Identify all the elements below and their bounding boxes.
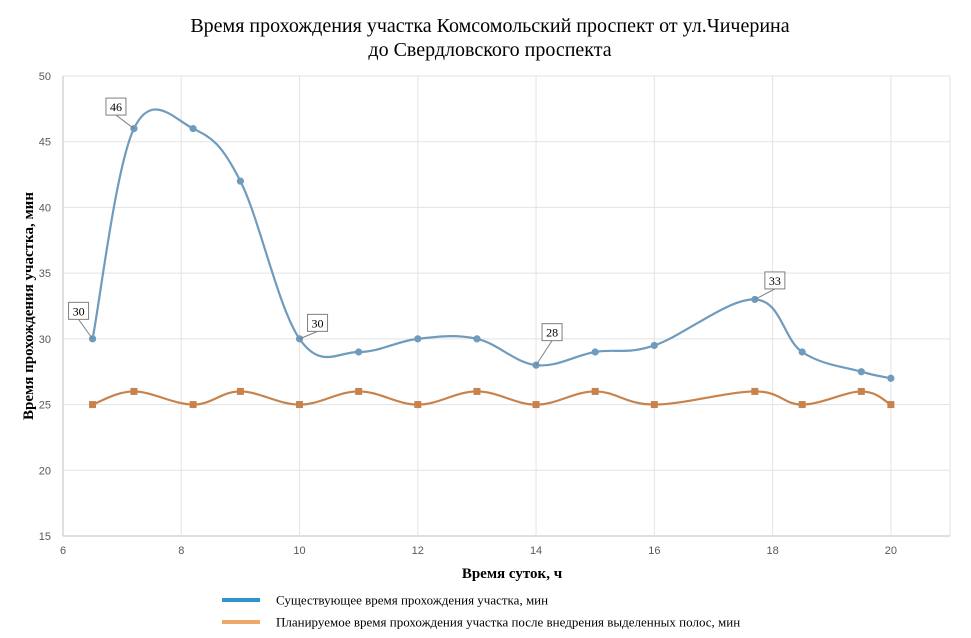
data-point-series-1 [650, 341, 658, 350]
data-point-series-2 [89, 401, 97, 409]
callout-box [764, 271, 786, 290]
data-point-series-2 [296, 401, 304, 409]
data-point-series-2 [189, 401, 197, 409]
callout-leader [115, 114, 135, 129]
callout-leader [78, 319, 93, 340]
data-point-series-1 [189, 124, 197, 133]
data-label: 46 [110, 100, 122, 114]
y-tick-label: 20 [39, 465, 51, 477]
y-axis-label: Время прохождения участка, мин [21, 192, 37, 420]
x-tick-label: 14 [530, 545, 542, 557]
grid [62, 75, 951, 537]
data-point-series-1 [798, 348, 806, 356]
data-point-series-2 [473, 387, 481, 395]
legend-label-1: Существующее время прохождения участка, … [276, 593, 548, 608]
callout-box [105, 97, 127, 116]
data-point-series-2 [650, 401, 658, 409]
y-tick-label: 50 [39, 71, 51, 83]
data-point-series-1 [473, 335, 481, 343]
x-tick-label: 20 [885, 545, 897, 557]
data-label: 30 [312, 316, 324, 330]
callout-box [541, 323, 563, 342]
data-point-series-2 [532, 401, 540, 409]
y-tick-label: 45 [39, 137, 51, 149]
data-point-series-2 [798, 401, 806, 409]
x-tick-label: 6 [60, 545, 66, 557]
callout-leader [535, 340, 553, 366]
data-point-series-1 [887, 374, 895, 382]
legend: Существующее время прохождения участка, … [222, 593, 740, 630]
callout-box [307, 313, 329, 332]
axes: 15 20 25 30 35 40 45 50 6 8 10 12 14 16 18 20 [39, 71, 897, 557]
series-line-1 [91, 108, 892, 380]
data-point-series-2 [857, 387, 865, 395]
data-point-series-1 [591, 348, 599, 356]
data-label: 33 [769, 274, 781, 288]
data-point-series-1 [414, 335, 422, 343]
x-tick-label: 10 [293, 545, 305, 557]
data-point-series-2 [887, 401, 895, 409]
data-point-series-2 [130, 387, 138, 395]
x-tick-label: 12 [412, 545, 424, 557]
callout-leader [299, 330, 318, 340]
x-tick-label: 16 [648, 545, 660, 557]
data-label: 30 [73, 304, 85, 318]
data-point-series-2 [414, 401, 422, 409]
series [88, 108, 895, 409]
y-tick-label: 40 [39, 202, 51, 214]
x-axis-label: Время суток, ч [462, 566, 563, 582]
callout-leader [754, 288, 776, 300]
legend-label-2: Планируемое время прохождения участка по… [276, 615, 740, 630]
chart-title-line-2: до Свердловского проспекта [368, 39, 611, 61]
chart-title-line-1: Время прохождения участка Комсомольский … [190, 15, 789, 37]
data-point-series-2 [355, 387, 363, 395]
x-tick-label: 18 [766, 545, 778, 557]
data-point-series-2 [591, 387, 599, 395]
data-point-series-1 [236, 177, 244, 185]
data-point-series-2 [751, 387, 759, 395]
y-tick-label: 15 [39, 531, 51, 543]
annotations: 30 46 30 28 33 [68, 97, 786, 366]
data-point-series-1 [355, 348, 363, 356]
x-tick-label: 8 [178, 545, 184, 557]
y-tick-label: 30 [39, 334, 51, 346]
y-tick-label: 25 [39, 400, 51, 412]
y-tick-label: 35 [39, 268, 51, 280]
data-label: 28 [546, 326, 558, 340]
callout-box [68, 301, 90, 320]
data-point-series-2 [236, 387, 244, 395]
series-line-2 [92, 390, 892, 406]
data-point-series-1 [857, 368, 865, 376]
